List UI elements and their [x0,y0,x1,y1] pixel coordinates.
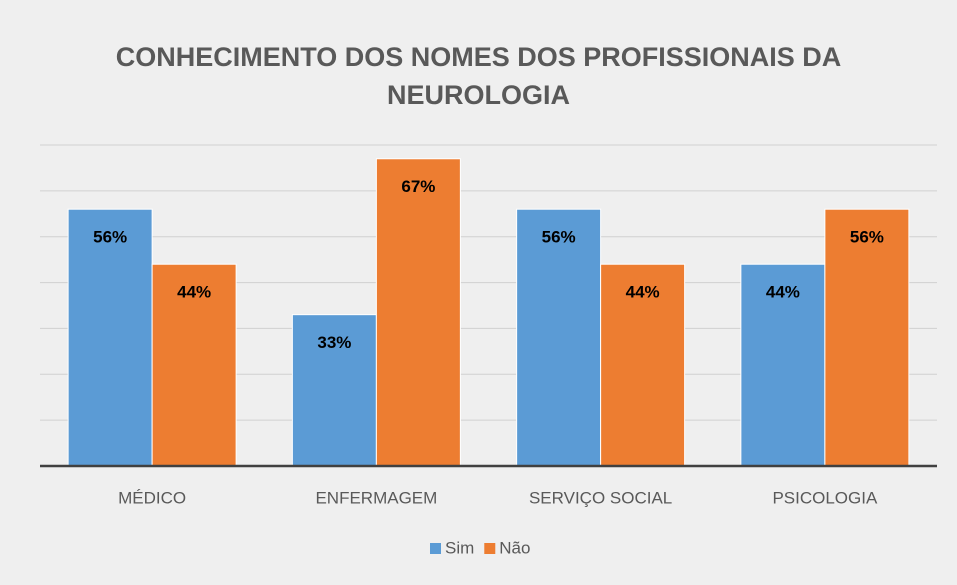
data-label: 44% [766,283,800,302]
data-label: 67% [401,177,435,196]
bar [600,263,686,467]
legend-swatch [484,543,496,554]
bar [291,314,377,467]
x-tick-label: PSICOLOGIA [772,488,878,507]
x-tick-label: SERVIÇO SOCIAL [529,488,672,507]
legend-label: Não [499,538,530,557]
legend-label: Sim [445,538,474,557]
data-label: 33% [317,333,351,352]
bar [67,208,153,467]
x-tick-label: ENFERMAGEM [315,488,437,507]
legend-swatch [430,543,441,554]
x-tick-label: MÉDICO [118,488,186,507]
data-label: 56% [850,228,884,247]
data-label: 56% [542,228,576,247]
data-label: 44% [177,283,211,302]
bar [151,263,237,467]
data-label: 56% [93,228,127,247]
bar [740,263,826,467]
bar [824,208,910,467]
chart-title: CONHECIMENTO DOS NOMES DOS PROFISSIONAIS… [115,42,842,110]
bar [516,208,602,467]
bar [375,158,461,467]
data-label: 44% [626,283,660,302]
